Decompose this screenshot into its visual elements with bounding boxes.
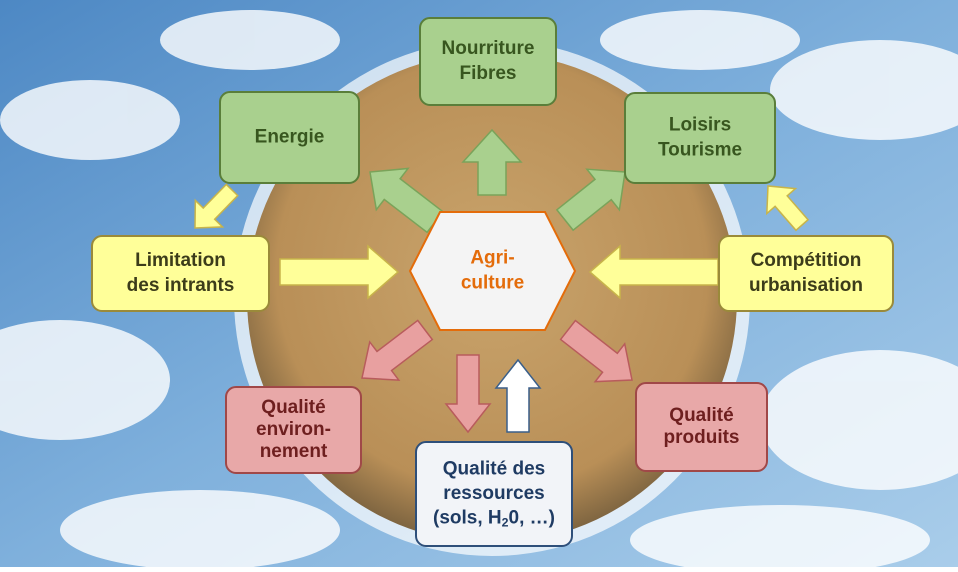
- node-box: [219, 91, 360, 184]
- arrow: [494, 358, 542, 433]
- arrow: [765, 185, 810, 232]
- node-label: Loisirs: [669, 115, 731, 136]
- arrow: [444, 354, 492, 434]
- arrow: [559, 319, 633, 383]
- node-label: Compétition: [751, 250, 862, 271]
- node-label: Qualité: [261, 397, 325, 418]
- arrow: [555, 168, 626, 232]
- arrow: [194, 183, 239, 229]
- hexagon: [408, 211, 577, 331]
- node-box: [225, 386, 362, 474]
- node-label: nement: [260, 441, 328, 462]
- arrow: [369, 167, 444, 234]
- node-label: Tourisme: [658, 139, 742, 160]
- formula-part: (sols, H: [433, 508, 502, 529]
- subscript: 2: [502, 516, 509, 530]
- arrow: [461, 128, 523, 196]
- node-box: [415, 441, 573, 547]
- clouds: [0, 10, 958, 572]
- node-box: [419, 17, 557, 106]
- node-label: Nourriture: [442, 38, 535, 59]
- node-label: Qualité: [669, 405, 733, 426]
- node-label: urbanisation: [749, 275, 863, 296]
- node-label: culture: [461, 272, 524, 293]
- node-label: Qualité des: [443, 458, 545, 479]
- node-label: Fibres: [459, 63, 516, 84]
- node-box: [635, 382, 768, 472]
- node-box: [718, 235, 894, 312]
- node-box: [91, 235, 270, 312]
- node-label: Agri-: [470, 248, 514, 269]
- node-label: environ-: [256, 419, 331, 440]
- node-label: des intrants: [127, 275, 235, 296]
- arrow: [361, 319, 434, 381]
- arrow: [588, 244, 719, 300]
- node-box: [624, 92, 776, 184]
- node-label: Limitation: [135, 250, 226, 271]
- node-label: ressources: [443, 483, 544, 504]
- node-label: (sols, H20, …): [433, 508, 555, 530]
- arrow: [279, 244, 400, 300]
- node-label: produits: [664, 427, 740, 448]
- node-label: Energie: [255, 127, 325, 148]
- formula-part: 0, …): [509, 508, 555, 529]
